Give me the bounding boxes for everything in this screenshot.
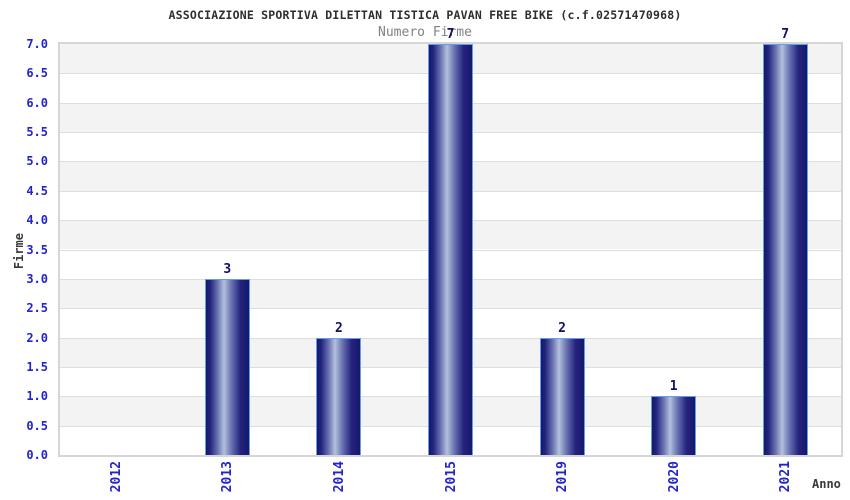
- y-tick-label: 5.0: [26, 154, 48, 169]
- y-tick-label: 6.5: [26, 66, 48, 81]
- x-tick-label: 2012: [108, 461, 124, 493]
- y-tick-label: 6.0: [26, 95, 48, 110]
- bar-2014: [316, 337, 362, 455]
- plot-area: 3 2 7 2 1 7: [60, 27, 841, 455]
- bar-2013: [204, 278, 250, 455]
- y-tick-label: 1.0: [26, 389, 48, 404]
- bar-value-label: 7: [446, 27, 455, 42]
- y-tick-label: 2.0: [26, 330, 48, 345]
- y-tick-label: 1.5: [26, 359, 48, 374]
- x-tick-label: 2015: [443, 461, 459, 493]
- y-tick-label: 4.0: [26, 213, 48, 228]
- bar-2019: [539, 337, 585, 455]
- x-tick-label: 2020: [666, 461, 682, 493]
- y-tick-label: 5.5: [26, 125, 48, 140]
- y-tick-label: 0.0: [26, 448, 48, 462]
- chart-title: ASSOCIAZIONE SPORTIVA DILETTAN TISTICA P…: [168, 8, 682, 22]
- bar-value-label: 7: [781, 27, 790, 42]
- x-tick-label: 2013: [220, 461, 236, 493]
- y-tick-label: 3.5: [26, 242, 48, 257]
- y-tick-label: 3.0: [26, 271, 48, 286]
- bar-value-label: 3: [223, 261, 232, 277]
- bar-2021: [762, 44, 808, 455]
- bar-value-label: 2: [335, 320, 343, 336]
- x-tick-label: 2019: [555, 461, 571, 493]
- plot-border: [58, 42, 843, 457]
- x-tick-label: 2021: [778, 461, 794, 493]
- x-axis-title: Anno: [812, 477, 841, 491]
- bar-value-label: 1: [669, 379, 678, 395]
- bar-2020: [651, 396, 697, 455]
- chart-subtitle: Numero Firme: [378, 25, 472, 40]
- y-tick-label: 2.5: [26, 301, 48, 316]
- bar-2015: [428, 44, 473, 455]
- y-tick-label: 7.0: [26, 37, 48, 51]
- x-tick-label: 2014: [331, 461, 347, 493]
- y-tick-label: 0.5: [26, 418, 48, 433]
- y-tick-label: 4.5: [26, 183, 48, 198]
- bar-value-label: 2: [558, 320, 566, 336]
